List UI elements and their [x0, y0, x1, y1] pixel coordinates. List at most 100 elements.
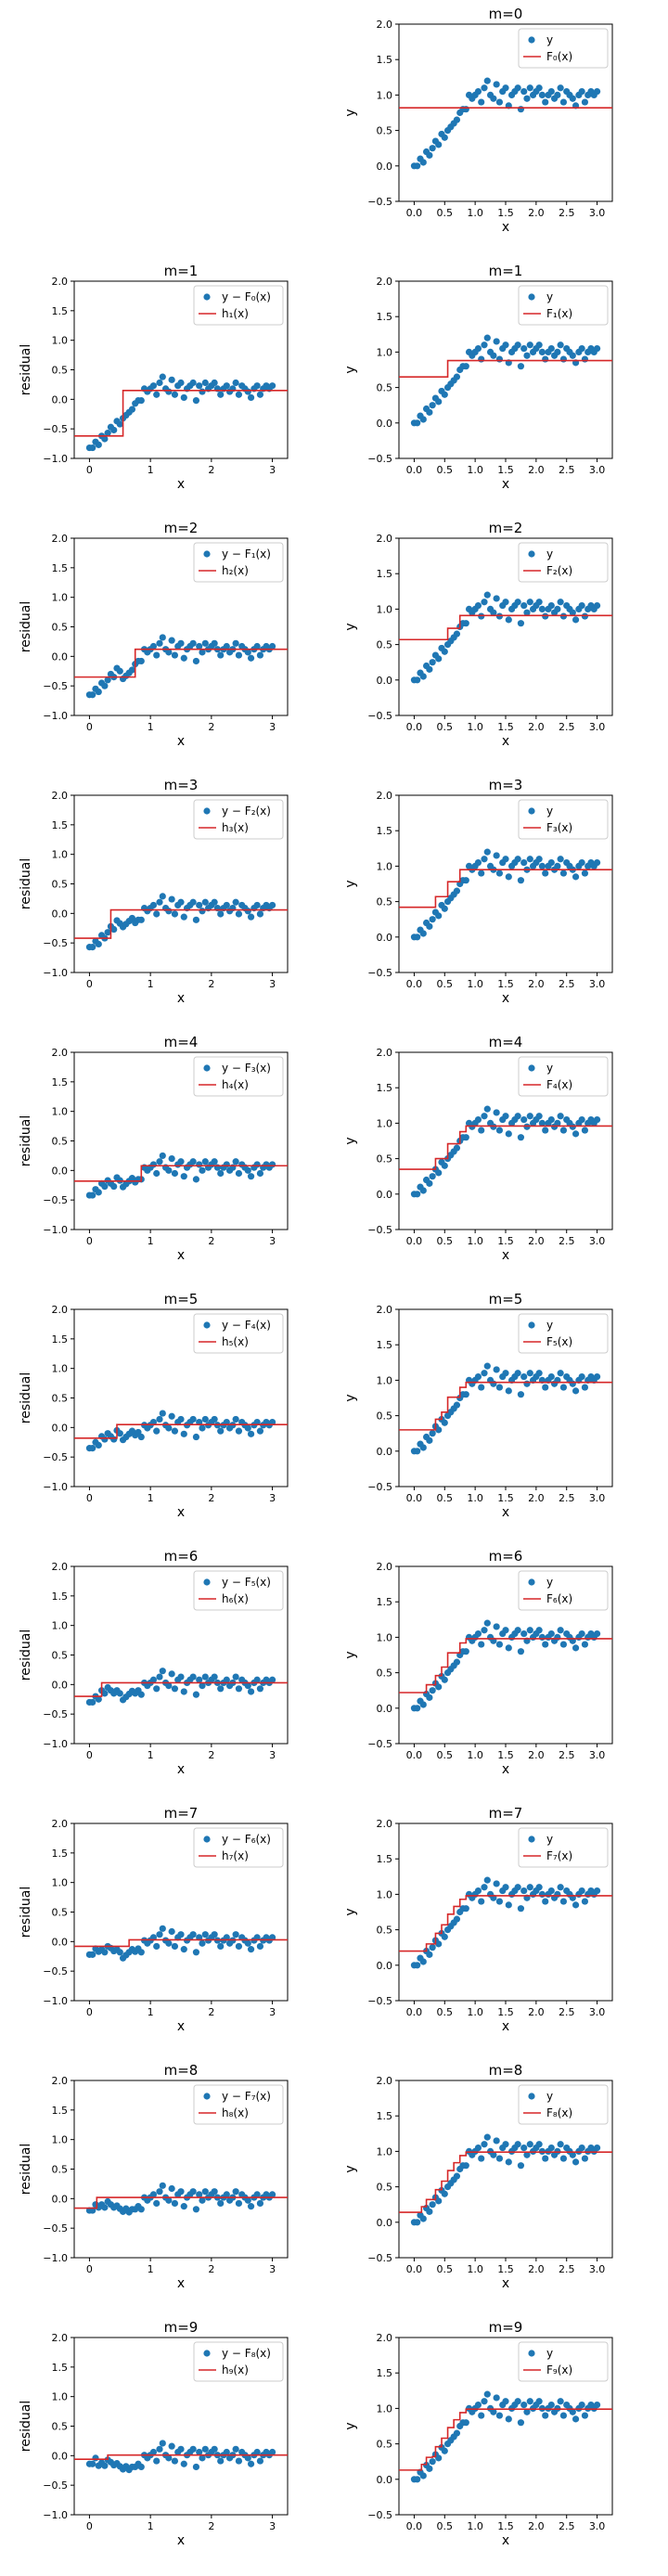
scatter-point [578, 87, 585, 96]
panel-title: m=3 [489, 777, 523, 793]
scatter-point [483, 334, 491, 341]
scatter-point [517, 1905, 525, 1913]
legend-label: y − F₁(x) [222, 547, 271, 560]
panel-m8-fit: m=8 0.0 0.5 1.0 1.5 2.0 2.5 3.0 −0.5 0.0 0.5 1.0 1.5… [343, 2062, 613, 2291]
x-tick-label: 3.0 [589, 721, 606, 733]
scatter-point [256, 1427, 264, 1435]
y-axis-label: y [343, 1908, 358, 1915]
scatter-point [481, 1884, 488, 1891]
scatter-point [426, 2465, 433, 2472]
y-tick-label: 0.5 [52, 1907, 69, 1919]
scatter-point [414, 934, 421, 941]
scatter-point [593, 1372, 601, 1381]
scatter-point [153, 391, 161, 398]
x-tick-label: 0.5 [437, 1492, 454, 1504]
scatter-point [495, 98, 504, 106]
scatter-point [502, 856, 509, 863]
legend-label: F₆(x) [546, 1592, 572, 1605]
x-tick-label: 1.0 [467, 1492, 483, 1504]
scatter-point [542, 869, 549, 877]
panel-title: m=0 [489, 6, 523, 22]
scatter-point [192, 1176, 200, 1183]
scatter-point [192, 1691, 200, 1698]
scatter-point [572, 1130, 580, 1138]
scatter-point [217, 2199, 225, 2208]
y-tick-label: 0.0 [52, 393, 69, 406]
scatter-point [559, 355, 568, 363]
y-tick-label: 1.5 [377, 1596, 393, 1608]
scatter-point [211, 2188, 218, 2196]
panel-title: m=1 [489, 263, 523, 279]
scatter-point [95, 940, 102, 948]
y-tick-label: 2.0 [52, 790, 69, 802]
scatter-point [453, 887, 461, 895]
scatter-point [101, 682, 109, 689]
x-axis-label: x [502, 477, 509, 492]
x-tick-label: 1.0 [467, 978, 483, 990]
y-tick-label: 1.5 [377, 1082, 393, 1094]
scatter-point [481, 1113, 488, 1120]
x-tick-label: 0.5 [437, 1235, 454, 1247]
y-axis-label: y [343, 109, 358, 116]
step-line [399, 1895, 612, 1952]
scatter-point [502, 341, 509, 349]
panel-m5-residual: m=5 0 1 2 3 −1.0 −0.5 0.0 0.5 1.0 1.5 2.0 x residual y… [19, 1291, 289, 1520]
x-tick-label: 1 [148, 2006, 154, 2018]
x-tick-label: 2 [208, 2263, 214, 2275]
scatter-point [253, 1676, 261, 1683]
y-tick-label: 0.5 [377, 1925, 393, 1937]
scatter-point [517, 877, 525, 884]
scatter-point [505, 873, 512, 881]
scatter-point [95, 1695, 102, 1703]
scatter-point [89, 1951, 96, 1958]
legend-box [193, 2341, 284, 2382]
x-tick-label: 1.0 [467, 464, 483, 476]
panel-title: m=2 [489, 520, 523, 536]
legend-box [518, 2341, 609, 2382]
y-tick-label: 0.5 [52, 1136, 69, 1148]
scatter-point [523, 2408, 531, 2415]
x-tick-label: 3.0 [589, 1492, 606, 1504]
x-tick-label: 1.5 [497, 2520, 514, 2532]
scatter-point [441, 134, 448, 141]
scatter-point [441, 1676, 448, 1683]
y-tick-label: 1.5 [377, 1339, 393, 1351]
scatter-point [196, 1161, 203, 1168]
scatter-point [116, 1949, 123, 1956]
scatter-point [153, 1685, 161, 1693]
scatter-point [481, 856, 488, 863]
x-axis-label: x [502, 2019, 509, 2034]
scatter-point [481, 2141, 488, 2148]
y-tick-label: 2.0 [52, 1047, 69, 1059]
scatter-point [453, 630, 461, 638]
scatter-point [192, 1949, 200, 1956]
x-tick-label: 2 [208, 978, 214, 990]
scatter-point [189, 1158, 197, 1166]
scatter-point [441, 2447, 448, 2454]
scatter-point [523, 2151, 531, 2158]
x-tick-label: 0.0 [406, 2006, 423, 2018]
scatter-point [149, 1161, 158, 1168]
x-tick-label: 2.0 [528, 2006, 545, 2018]
y-tick-label: 2.0 [377, 1818, 393, 1830]
step-line [74, 1938, 288, 1948]
plot-area [399, 1619, 612, 1712]
y-tick-label: 1.0 [52, 2391, 69, 2403]
x-tick-label: 0.0 [406, 207, 423, 219]
scatter-point [244, 1939, 251, 1947]
scatter-point [559, 1641, 568, 1648]
x-tick-label: 3 [269, 721, 276, 733]
scatter-point [559, 1898, 568, 1905]
x-tick-label: 0.5 [437, 978, 454, 990]
scatter-point [165, 1939, 173, 1947]
scatter-point [153, 1427, 161, 1435]
x-tick-label: 2 [208, 1492, 214, 1504]
y-axis-label: y [343, 2165, 358, 2172]
legend-label: h₇(x) [222, 1849, 249, 1862]
x-tick-label: 3 [269, 1749, 276, 1761]
scatter-point [192, 2206, 200, 2213]
scatter-point [177, 2188, 185, 2196]
scatter-point [453, 116, 461, 123]
plot-area [399, 1362, 612, 1455]
scatter-point [520, 2144, 528, 2152]
